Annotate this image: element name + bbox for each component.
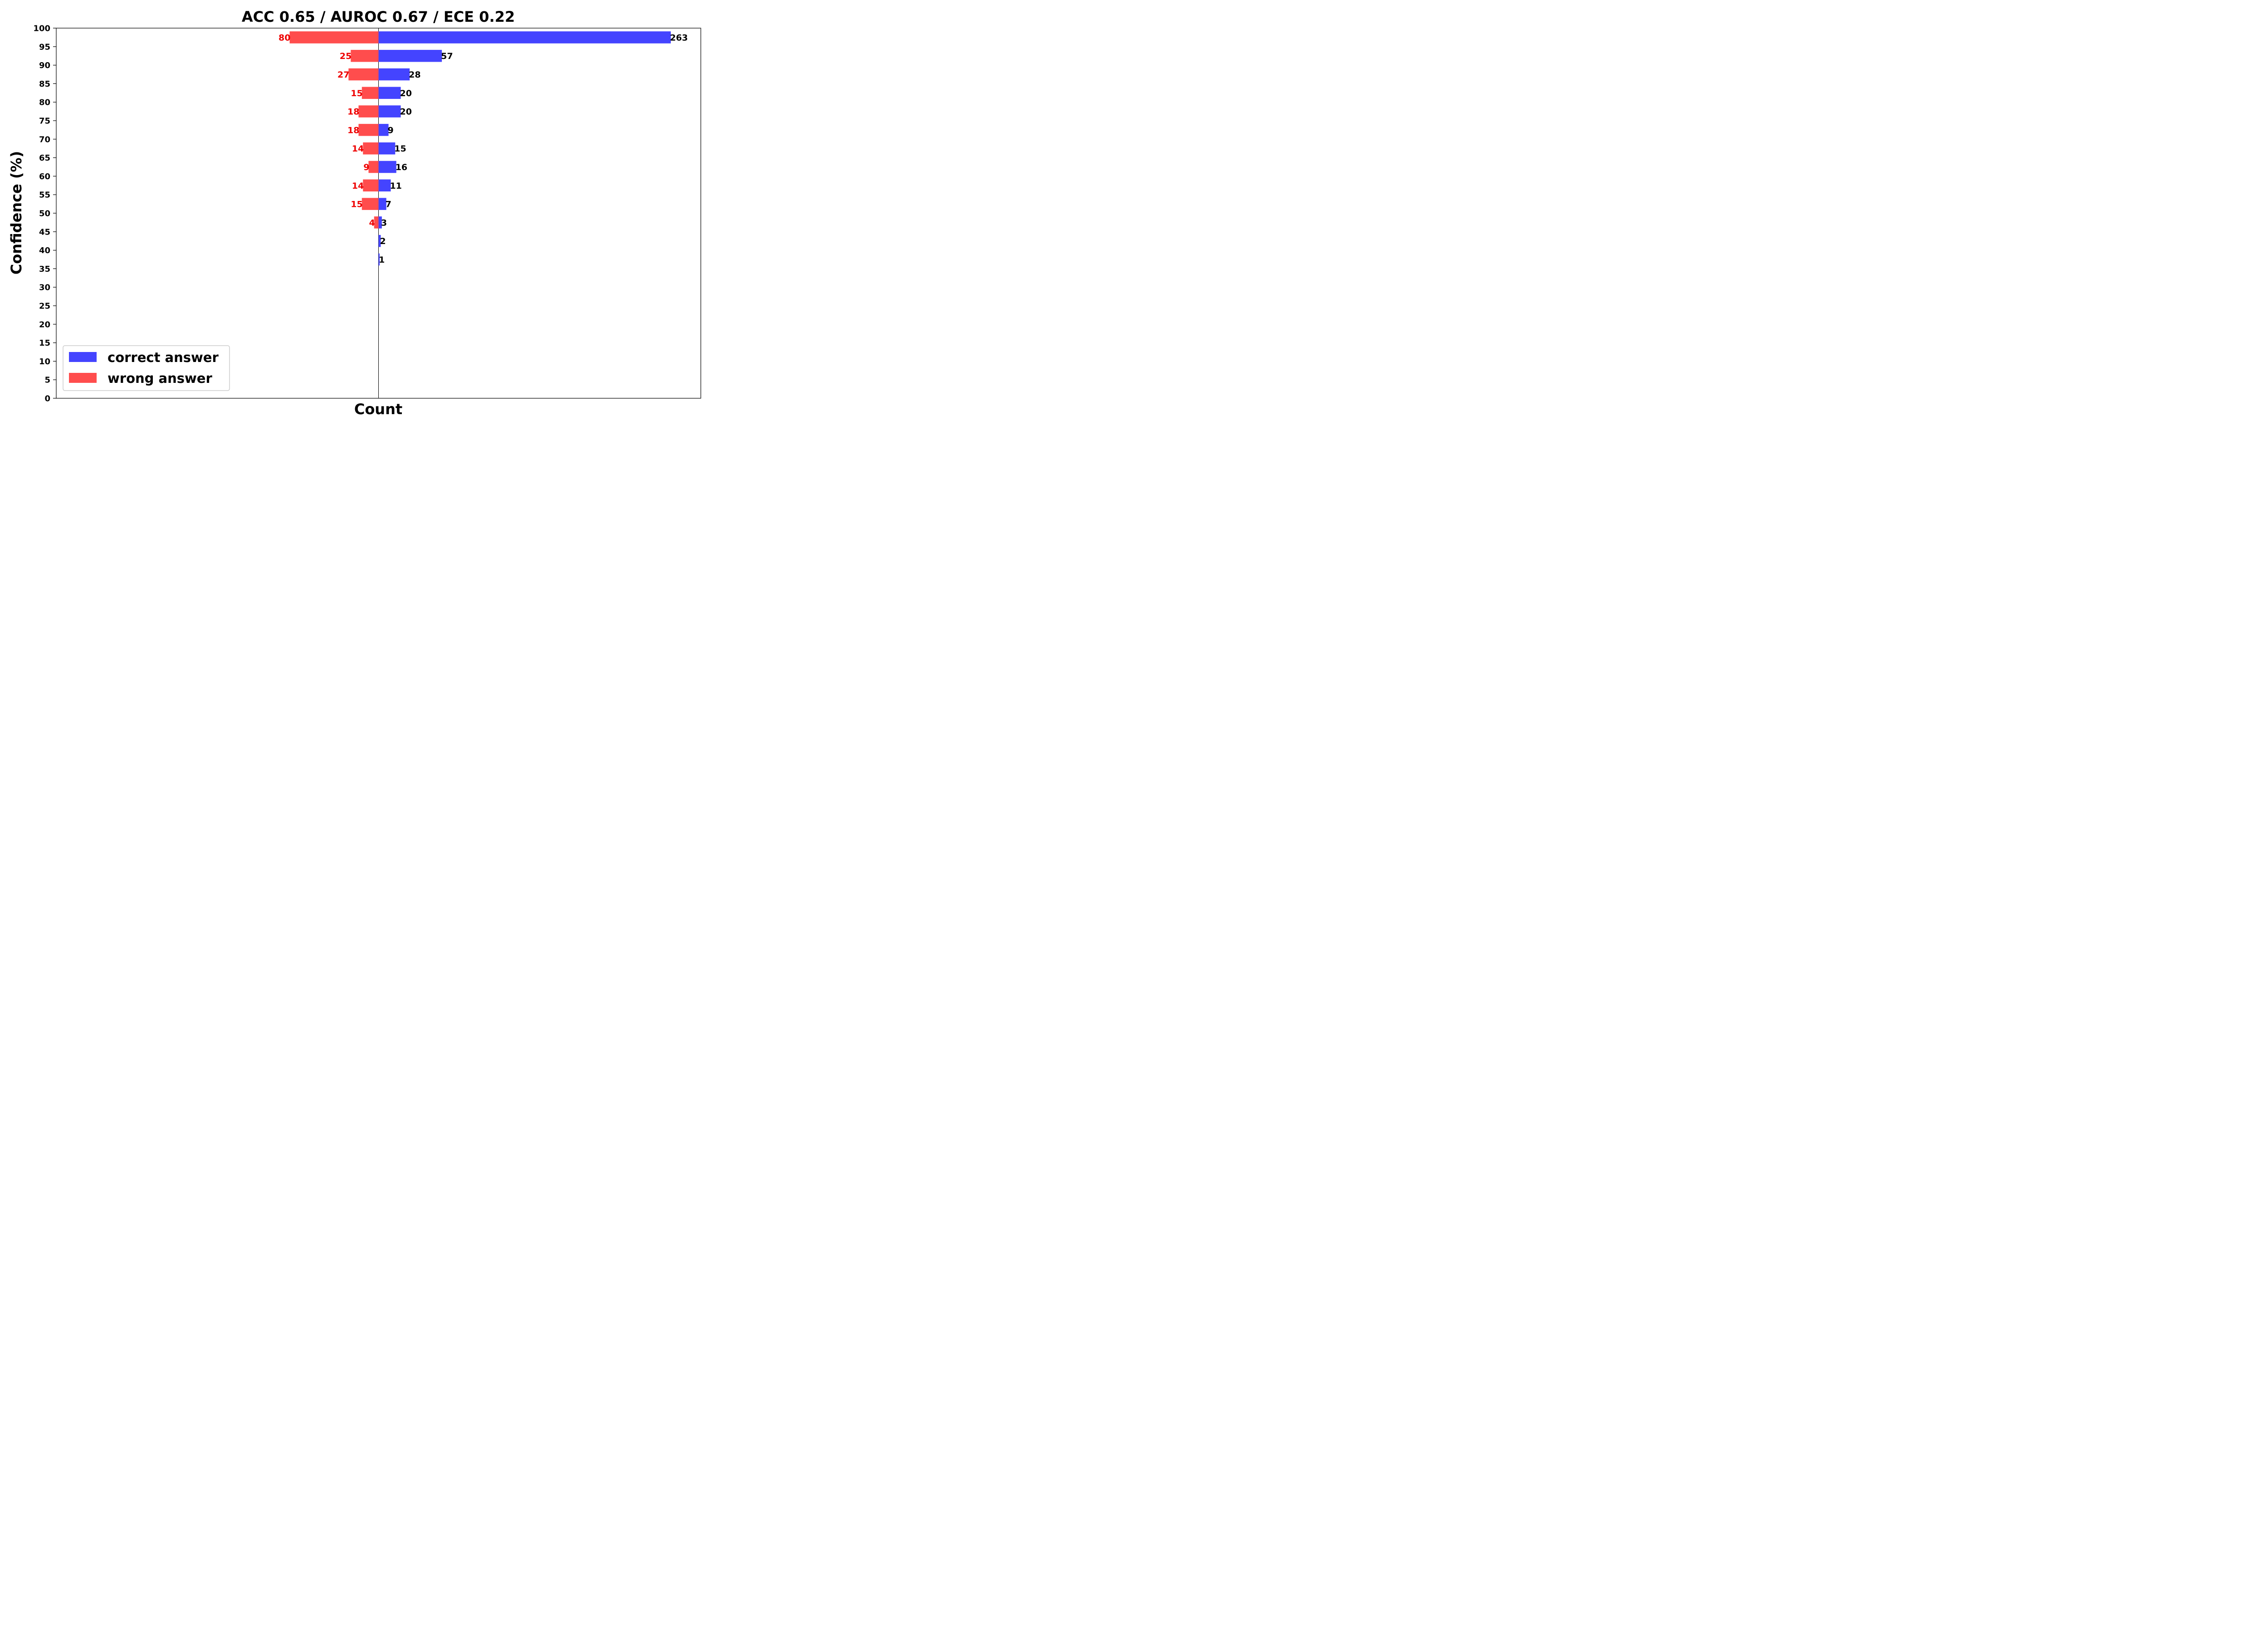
x-axis-label: Count xyxy=(354,401,402,418)
y-tick-label: 90 xyxy=(39,61,50,70)
y-tick-label: 5 xyxy=(44,376,50,385)
bar-value-label-correct: 2 xyxy=(380,236,386,246)
bar-wrong xyxy=(368,161,379,173)
y-tick-label: 40 xyxy=(39,246,50,255)
legend: correct answer wrong answer xyxy=(63,345,230,391)
bar-value-label-wrong: 25 xyxy=(340,51,352,61)
bar-correct xyxy=(378,253,380,266)
legend-label-correct: correct answer xyxy=(108,350,219,365)
bar-wrong xyxy=(363,179,379,192)
bar-wrong xyxy=(374,216,379,229)
bar-value-label-wrong: 14 xyxy=(352,144,364,154)
y-tick-label: 95 xyxy=(39,42,50,52)
bar-correct xyxy=(378,235,381,247)
y-tick-label: 35 xyxy=(39,264,50,274)
legend-swatch-wrong xyxy=(69,373,97,383)
y-tick-label: 100 xyxy=(33,24,50,34)
bar-value-label-wrong: 18 xyxy=(347,125,359,135)
bar-value-label-correct: 11 xyxy=(390,181,401,191)
bar-correct xyxy=(378,124,389,136)
diverging-bar-chart: 2635728202091516117321802527151818149141… xyxy=(8,8,701,418)
bar-wrong xyxy=(362,198,379,210)
y-tick-label: 55 xyxy=(39,191,50,200)
bar-correct xyxy=(378,179,391,192)
y-tick-label: 20 xyxy=(39,320,50,329)
bar-correct xyxy=(378,216,382,229)
y-tick-label: 70 xyxy=(39,135,50,144)
y-tick-label: 45 xyxy=(39,227,50,237)
bar-correct xyxy=(378,68,410,81)
bar-correct xyxy=(378,105,401,117)
bar-wrong xyxy=(358,105,379,117)
bar-value-label-correct: 57 xyxy=(441,51,453,61)
y-tick-label: 15 xyxy=(39,338,50,348)
y-tick-label: 0 xyxy=(44,394,50,404)
bar-value-label-wrong: 18 xyxy=(347,107,359,117)
bar-wrong xyxy=(362,87,379,99)
bar-wrong xyxy=(363,142,379,155)
bar-value-label-correct: 7 xyxy=(386,200,391,210)
chart-title: ACC 0.65 / AUROC 0.67 / ECE 0.22 xyxy=(242,8,515,25)
bar-correct xyxy=(378,161,396,173)
y-tick-label: 50 xyxy=(39,209,50,219)
bar-value-label-wrong: 15 xyxy=(351,200,362,210)
bar-correct xyxy=(378,198,386,210)
bar-value-label-correct: 9 xyxy=(388,125,394,135)
bar-value-label-correct: 28 xyxy=(409,70,420,80)
bar-value-label-wrong: 80 xyxy=(279,33,290,43)
bar-correct xyxy=(378,31,671,44)
bar-value-label-correct: 1 xyxy=(379,255,385,265)
bar-value-label-wrong: 4 xyxy=(369,218,375,228)
legend-box xyxy=(63,345,230,391)
bar-wrong xyxy=(289,31,379,44)
y-tick-label: 85 xyxy=(39,79,50,89)
y-tick-label: 80 xyxy=(39,98,50,108)
bar-wrong xyxy=(351,49,379,62)
bar-correct xyxy=(378,142,396,155)
y-tick-label: 25 xyxy=(39,302,50,311)
y-tick-label: 65 xyxy=(39,153,50,163)
bar-value-label-correct: 263 xyxy=(670,33,688,43)
legend-label-wrong: wrong answer xyxy=(108,371,212,386)
bar-value-label-wrong: 9 xyxy=(363,162,369,172)
bar-correct xyxy=(378,49,442,62)
bar-correct xyxy=(378,87,401,99)
bar-wrong xyxy=(348,68,379,81)
bar-value-label-correct: 16 xyxy=(396,162,407,172)
bar-value-label-correct: 20 xyxy=(400,88,412,98)
chart-container: 263 57 28 20 20 9 15 16 11 7 3 2 1 80 25 27 15 18 18 14 9 14 1… xyxy=(0,0,709,425)
bar-value-label-correct: 3 xyxy=(381,218,387,228)
bar-value-label-wrong: 27 xyxy=(337,70,349,80)
bar-value-label-correct: 15 xyxy=(394,144,406,154)
y-tick-label: 75 xyxy=(39,117,50,126)
legend-swatch-correct xyxy=(69,352,97,362)
y-axis-label: Confidence (%) xyxy=(8,151,25,274)
bar-value-label-wrong: 14 xyxy=(352,181,364,191)
y-tick-label: 60 xyxy=(39,172,50,181)
y-tick-label: 30 xyxy=(39,283,50,293)
bar-value-label-correct: 20 xyxy=(400,107,412,117)
bar-wrong xyxy=(358,124,379,136)
y-tick-label: 10 xyxy=(39,357,50,367)
bar-value-label-wrong: 15 xyxy=(351,88,362,98)
